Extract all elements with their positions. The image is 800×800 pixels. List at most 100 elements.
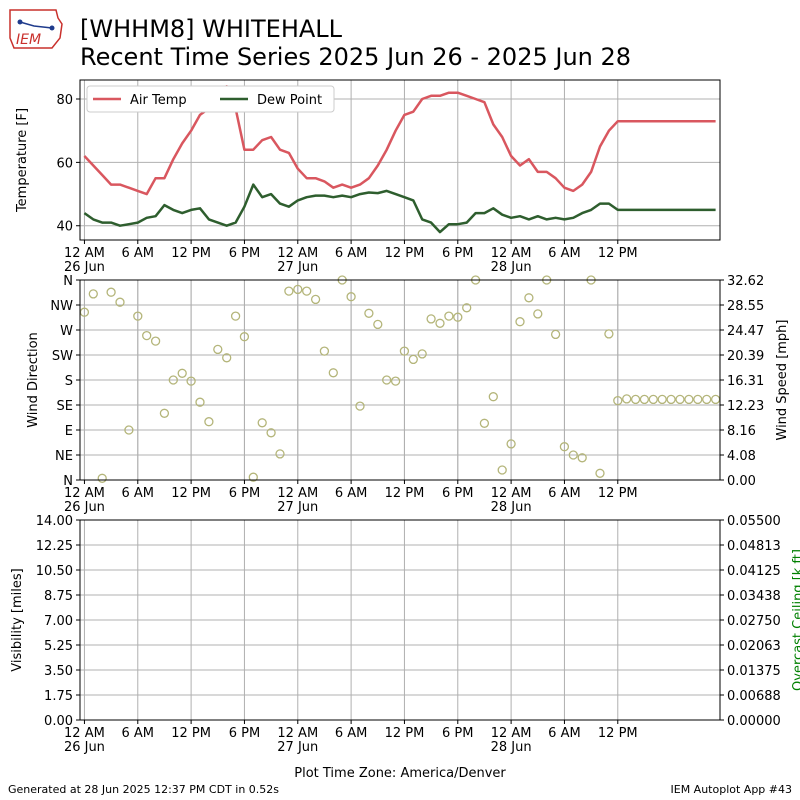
wind-direction-point [435,318,445,328]
wind-direction-point [702,394,712,405]
x-tick-label: 6 PM [442,726,473,741]
ceiling-tick-label: 0.01375 [727,664,781,679]
wind-direction-point [186,376,196,386]
wind-direction-point [124,425,134,435]
x-tick-label: 12 PM [171,486,211,501]
direction-tick-label: N [63,274,73,289]
speed-tick-label: 16.31 [727,374,764,389]
wind-direction-point [595,468,605,478]
wind-direction-point [293,284,303,295]
visibility-tick-label: 14.00 [36,514,73,529]
wind-direction-point [355,401,365,411]
iem-logo: IEM [6,8,64,50]
temperature-panel-frame [79,79,721,241]
wind-direction-point [399,346,410,356]
wind-direction-point [684,394,694,405]
x-tick-label: 6 PM [442,246,473,261]
x-tick-label: 12 AM [491,486,532,501]
y-tick-label: 80 [56,93,73,108]
speed-tick-label: 0.00 [727,474,756,489]
x-tick-label: 6 AM [122,726,155,741]
wind-panel-frame [79,279,721,481]
speed-tick-label: 32.62 [727,274,764,289]
x-tick-label: 12 AM [64,246,105,261]
chart-title: [WHHM8] WHITEHALL [80,15,343,43]
wind-direction-point [613,395,623,406]
wind-direction-point [417,349,427,359]
x-tick-label: 6 PM [229,486,260,501]
x-tick-label: 12 PM [598,246,638,261]
wind-direction-point [177,368,187,378]
wind-direction-point [142,330,152,341]
x-tick-label: 6 PM [229,246,260,261]
temperature-axis-label: Temperature [F] [15,108,30,213]
wind-direction-point [230,311,241,321]
wind-direction-point [284,286,294,296]
wind-direction-point [346,292,356,302]
wind-direction-point [622,394,632,404]
wind-direction-point [373,319,383,330]
legend-label: Air Temp [130,93,187,108]
wind-direction-point [408,354,418,365]
ceiling-tick-label: 0.02750 [727,614,781,629]
speed-tick-label: 8.16 [727,424,756,439]
x-date-label: 27 Jun [277,260,318,275]
x-tick-label: 12 PM [598,726,638,741]
x-tick-label: 6 AM [548,246,581,261]
logo-text: IEM [16,32,41,48]
direction-tick-label: SE [57,399,73,414]
wind-direction-point [666,394,676,405]
wind-direction-point [222,353,232,363]
wind-direction-point [328,368,338,378]
wind-direction-point [630,394,641,405]
x-tick-label: 6 AM [548,726,581,741]
x-tick-label: 12 PM [385,246,425,261]
y-tick-label: 60 [56,156,73,171]
ceiling-tick-label: 0.02063 [727,639,781,654]
x-tick-label: 12 PM [171,726,211,741]
wind-direction-point [444,311,454,321]
wind-direction-point [479,418,490,428]
wind-direction-point [195,397,205,407]
visibility-tick-label: 5.25 [44,639,73,654]
wind-direction-point [159,408,170,418]
x-tick-label: 12 PM [385,486,425,501]
wind-direction-point [248,472,258,482]
speed-tick-label: 28.55 [727,299,764,314]
x-date-label: 26 Jun [64,740,105,755]
ceiling-tick-label: 0.00688 [727,689,781,704]
ceiling-tick-label: 0.04813 [727,539,781,554]
wind-direction-point [106,287,116,297]
x-tick-label: 6 PM [229,726,260,741]
wind-direction-point [550,329,561,340]
x-tick-label: 12 AM [64,726,105,741]
x-tick-label: 6 PM [442,486,473,501]
x-date-label: 27 Jun [277,500,318,515]
chart-subtitle: Recent Time Series 2025 Jun 26 - 2025 Ju… [80,43,632,71]
wind-direction-point [693,394,703,405]
dew-point-line [83,183,716,234]
x-date-label: 28 Jun [491,500,532,515]
x-tick-label: 12 AM [491,726,532,741]
x-tick-label: 6 AM [122,246,155,261]
direction-tick-label: N [63,474,73,489]
speed-tick-label: 24.47 [727,324,764,339]
wind-direction-point [675,394,685,405]
wind-direction-point [257,418,267,428]
wind-direction-axis-label: Wind Direction [26,332,41,428]
wind-direction-point [657,394,667,405]
wind-direction-point [462,303,472,313]
wind-direction-point [275,449,285,459]
direction-tick-label: W [60,324,73,339]
wind-direction-point [568,450,578,460]
x-tick-label: 12 AM [491,246,532,261]
visibility-tick-label: 1.75 [44,689,73,704]
wind-direction-point [639,394,650,405]
x-date-label: 26 Jun [64,260,105,275]
app-id: IEM Autoplot App #43 [670,783,793,796]
wind-direction-point [168,375,178,385]
visibility-panel-frame [79,519,721,721]
generated-note: Generated at 28 Jun 2025 12:37 PM CDT in… [8,783,280,796]
x-tick-label: 6 AM [335,486,368,501]
